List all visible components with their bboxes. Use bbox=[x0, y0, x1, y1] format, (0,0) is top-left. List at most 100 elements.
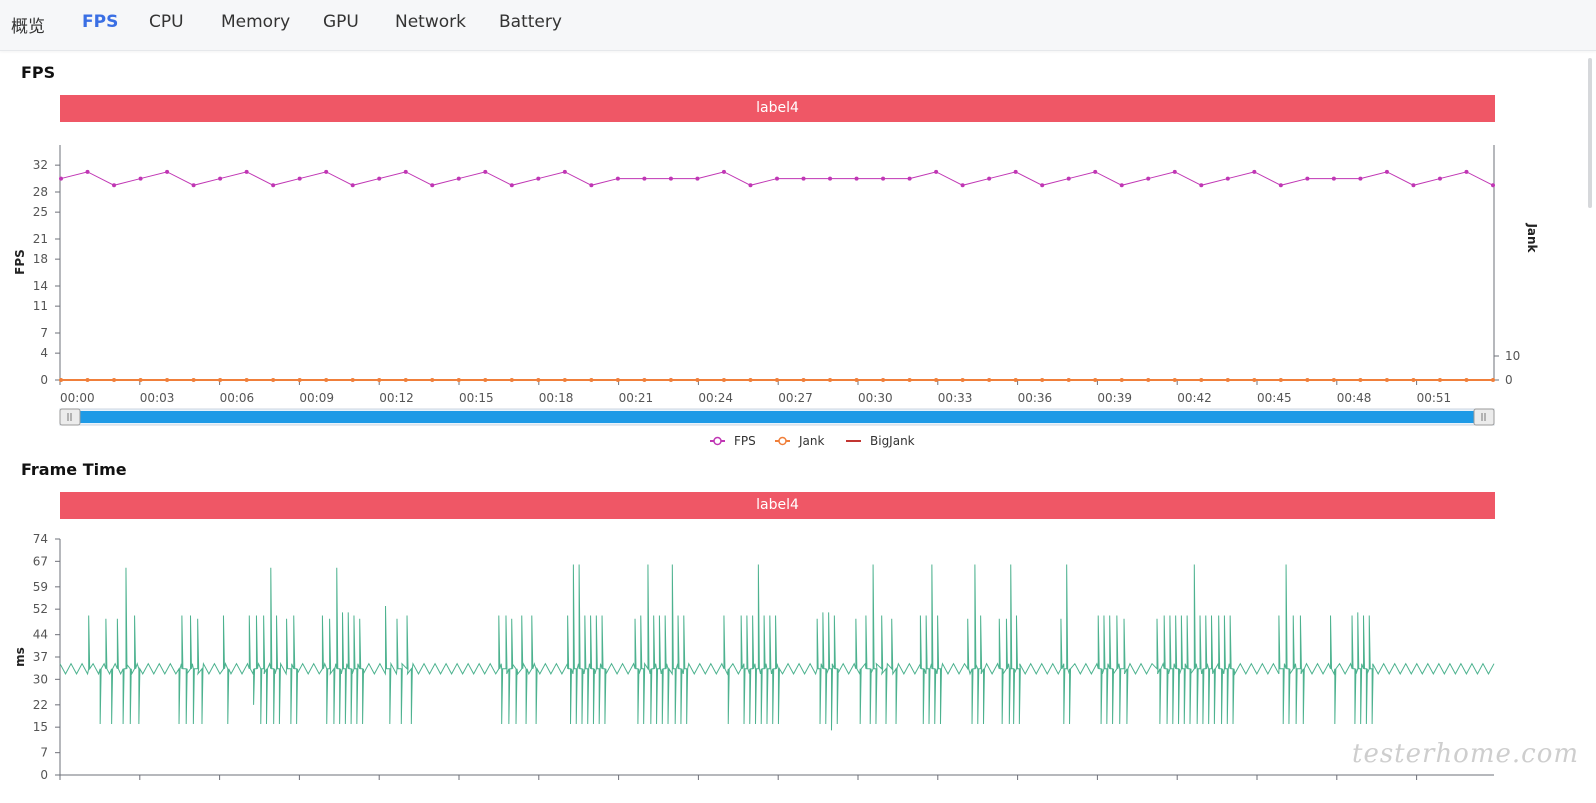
fps-point bbox=[1252, 169, 1257, 174]
fps-point bbox=[721, 169, 726, 174]
jank-point bbox=[165, 378, 170, 382]
jank-y-axis-title: Jank bbox=[1525, 222, 1539, 253]
fps-y-tick-label: 11 bbox=[33, 299, 48, 313]
fps-point bbox=[1172, 169, 1177, 174]
jank-point bbox=[987, 378, 992, 382]
jank-point bbox=[801, 378, 806, 382]
fps-y-tick-label: 21 bbox=[33, 232, 48, 246]
jank-y-tick-label: 0 bbox=[1505, 373, 1513, 387]
legend-item-jank[interactable]: Jank bbox=[775, 434, 824, 448]
ft-y-tick-label: 22 bbox=[33, 698, 48, 712]
fps-x-tick-label: 00:18 bbox=[539, 391, 574, 405]
legend-label: Jank bbox=[798, 434, 824, 448]
jank-point bbox=[297, 378, 302, 382]
fps-point bbox=[642, 176, 647, 181]
fps-point bbox=[1305, 176, 1310, 181]
jank-point bbox=[218, 378, 223, 382]
jank-point bbox=[271, 378, 276, 382]
fps-point bbox=[324, 169, 329, 174]
fps-point bbox=[244, 169, 249, 174]
fps-x-tick-label: 00:48 bbox=[1337, 391, 1372, 405]
ft-y-tick-label: 52 bbox=[33, 602, 48, 616]
tab-overview[interactable]: 概览 bbox=[11, 17, 45, 37]
jank-point bbox=[112, 378, 117, 382]
jank-point bbox=[881, 378, 886, 382]
jank-point bbox=[960, 378, 965, 382]
fps-point bbox=[509, 183, 514, 188]
tab-network[interactable]: Network bbox=[395, 12, 466, 32]
jank-point bbox=[138, 378, 143, 382]
tab-cpu[interactable]: CPU bbox=[149, 12, 184, 32]
jank-point bbox=[536, 378, 541, 382]
page-scrollbar[interactable] bbox=[1586, 50, 1596, 803]
jank-point bbox=[721, 378, 726, 382]
jank-point bbox=[1464, 378, 1469, 382]
jank-point bbox=[1252, 378, 1257, 382]
fps-x-tick-label: 00:24 bbox=[698, 391, 733, 405]
fps-point bbox=[1464, 169, 1469, 174]
fps-point bbox=[1437, 176, 1442, 181]
jank-point bbox=[695, 378, 700, 382]
fps-point bbox=[297, 176, 302, 181]
jank-point bbox=[1384, 378, 1389, 382]
jank-point bbox=[350, 378, 355, 382]
fps-point bbox=[775, 176, 779, 181]
fps-point bbox=[1119, 183, 1124, 188]
zoom-handle-right[interactable] bbox=[1473, 408, 1495, 426]
fps-point bbox=[456, 176, 461, 181]
jank-point bbox=[615, 378, 620, 382]
page-scrollbar-thumb[interactable] bbox=[1588, 58, 1592, 208]
legend-item-fps[interactable]: FPS bbox=[710, 434, 756, 448]
fps-x-tick-label: 00:39 bbox=[1097, 391, 1132, 405]
fps-point bbox=[1331, 176, 1336, 181]
fps-point bbox=[1199, 183, 1204, 188]
zoom-slider-selection[interactable] bbox=[80, 411, 1474, 423]
series-frametime-line bbox=[59, 564, 1495, 731]
jank-point bbox=[1411, 378, 1416, 382]
ft-y-tick-label: 15 bbox=[33, 720, 48, 734]
fps-point bbox=[271, 183, 276, 188]
fps-point bbox=[1225, 176, 1230, 181]
fps-x-tick-label: 00:06 bbox=[220, 391, 255, 405]
jank-point bbox=[403, 378, 408, 382]
tab-bar: 概览 FPS CPU Memory GPU Network Battery bbox=[0, 0, 1596, 51]
fps-point bbox=[350, 183, 355, 188]
jank-point bbox=[1199, 378, 1204, 382]
legend-label: BigJank bbox=[870, 434, 915, 448]
tab-memory[interactable]: Memory bbox=[221, 12, 291, 32]
ft-y-tick-label: 74 bbox=[33, 532, 48, 546]
fps-point bbox=[854, 176, 859, 181]
jank-point bbox=[456, 378, 461, 382]
jank-point bbox=[934, 378, 939, 382]
watermark: testerhome.com bbox=[1352, 739, 1580, 769]
fps-x-tick-label: 00:42 bbox=[1177, 391, 1212, 405]
fps-y-tick-label: 18 bbox=[33, 252, 48, 266]
jank-point bbox=[1358, 378, 1363, 382]
fps-point bbox=[748, 183, 753, 188]
fps-point bbox=[881, 176, 886, 181]
jank-point bbox=[1119, 378, 1124, 382]
fps-point bbox=[165, 169, 170, 174]
jank-point bbox=[509, 378, 514, 382]
frametime-chart: 0 7 15 22 30 37 44 52 59 67 74 ms bbox=[13, 532, 1495, 782]
fps-x-tick-label: 00:30 bbox=[858, 391, 893, 405]
ft-y-tick-label: 59 bbox=[33, 580, 48, 594]
jank-point bbox=[430, 378, 435, 382]
fps-x-tick-label: 00:45 bbox=[1257, 391, 1292, 405]
jank-point bbox=[562, 378, 567, 382]
zoom-handle-left[interactable] bbox=[59, 408, 81, 426]
tab-battery[interactable]: Battery bbox=[499, 12, 562, 32]
fps-label-bar: label4 bbox=[60, 95, 1495, 122]
ft-y-tick-label: 7 bbox=[40, 746, 48, 760]
jank-point bbox=[589, 378, 594, 382]
jank-point bbox=[1437, 378, 1442, 382]
legend-item-bigjank[interactable]: BigJank bbox=[846, 434, 915, 448]
tab-gpu[interactable]: GPU bbox=[323, 12, 359, 32]
fps-point bbox=[1358, 176, 1363, 181]
fps-point bbox=[218, 176, 223, 181]
fps-x-tick-label: 00:00 bbox=[60, 391, 95, 405]
fps-point bbox=[562, 169, 567, 174]
ft-y-tick-label: 44 bbox=[33, 628, 48, 642]
tab-fps[interactable]: FPS bbox=[82, 12, 119, 32]
fps-point bbox=[138, 176, 143, 181]
